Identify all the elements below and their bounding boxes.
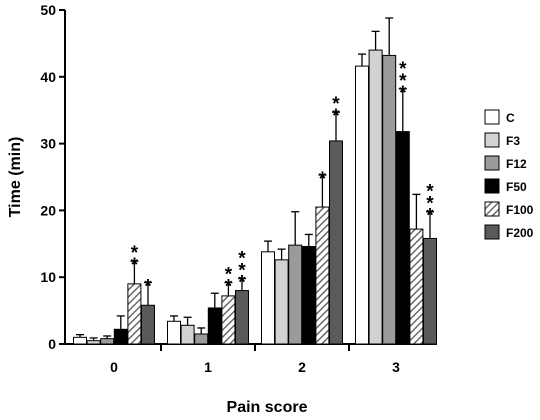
legend-swatch xyxy=(484,224,500,240)
bar-f3 xyxy=(274,259,289,345)
bar-f50 xyxy=(301,245,316,345)
bar-c xyxy=(261,251,275,345)
significance-star: * xyxy=(225,265,233,286)
bar-f3 xyxy=(180,324,195,345)
bar-c xyxy=(167,320,181,345)
bar-f50 xyxy=(207,307,222,345)
legend-label: F50 xyxy=(506,180,527,194)
x-tick-label: 2 xyxy=(298,359,306,375)
x-axis-title: Pain score xyxy=(227,399,308,416)
significance-star: * xyxy=(144,277,152,298)
significance-marker: *** xyxy=(426,182,434,227)
significance-marker: ** xyxy=(131,243,139,276)
significance-star: * xyxy=(399,59,407,80)
legend-swatch xyxy=(484,109,500,125)
significance-marker: * xyxy=(319,169,327,190)
y-tick-label: 40 xyxy=(40,69,56,85)
y-tick-label: 20 xyxy=(40,202,56,218)
bar-f200 xyxy=(329,140,343,345)
bar-f100 xyxy=(315,206,330,345)
bar-f12 xyxy=(288,244,303,345)
significance-marker: ** xyxy=(225,265,233,298)
y-tick-label: 10 xyxy=(40,269,56,285)
bar-f50 xyxy=(395,131,410,345)
significance-marker: ** xyxy=(332,94,340,127)
significance-star: * xyxy=(319,169,327,190)
bar-f100 xyxy=(127,283,142,345)
significance-star: * xyxy=(238,261,246,282)
bar-f100 xyxy=(221,295,236,345)
significance-star: * xyxy=(426,182,434,203)
bar-c xyxy=(73,336,87,345)
legend-label: F12 xyxy=(506,157,527,171)
bar-f12 xyxy=(100,338,115,345)
significance-star: * xyxy=(399,71,407,92)
bar-f3 xyxy=(86,340,101,345)
bar-f100 xyxy=(409,228,424,345)
significance-star: * xyxy=(131,255,139,276)
bar-f12 xyxy=(194,333,209,345)
legend-swatch xyxy=(484,132,500,148)
legend-label: F200 xyxy=(506,226,534,240)
significance-star: * xyxy=(332,94,340,115)
bar-f12 xyxy=(382,54,397,345)
bar-f50 xyxy=(113,328,128,345)
significance-star: * xyxy=(131,243,139,264)
legend: C F3 F12 F50 F100 F200 xyxy=(484,109,534,240)
x-tick-label: 1 xyxy=(204,359,212,375)
significance-star: * xyxy=(332,106,340,127)
legend-swatch xyxy=(484,201,500,217)
significance-star: * xyxy=(238,273,246,294)
significance-marker: * xyxy=(144,277,152,298)
y-axis-title: Time (min) xyxy=(7,137,24,218)
bar-c xyxy=(355,65,369,345)
legend-label: C xyxy=(506,111,515,125)
significance-marker: *** xyxy=(399,59,407,104)
bar-f200 xyxy=(235,290,249,345)
legend-label: F100 xyxy=(506,203,534,217)
significance-marker: *** xyxy=(238,249,246,294)
x-tick-label: 3 xyxy=(392,359,400,375)
significance-star: * xyxy=(426,206,434,227)
legend-swatch xyxy=(484,178,500,194)
y-tick-label: 0 xyxy=(48,336,56,352)
significance-star: * xyxy=(225,277,233,298)
bar-f200 xyxy=(141,304,155,345)
y-tick-label: 30 xyxy=(40,136,56,152)
y-tick-label: 50 xyxy=(40,2,56,18)
legend-swatch xyxy=(484,155,500,171)
x-tick-label: 0 xyxy=(110,359,118,375)
bar-f200 xyxy=(423,237,437,345)
significance-star: * xyxy=(238,249,246,270)
significance-star: * xyxy=(426,194,434,215)
significance-star: * xyxy=(399,83,407,104)
legend-label: F3 xyxy=(506,134,520,148)
bar-f3 xyxy=(368,49,383,345)
